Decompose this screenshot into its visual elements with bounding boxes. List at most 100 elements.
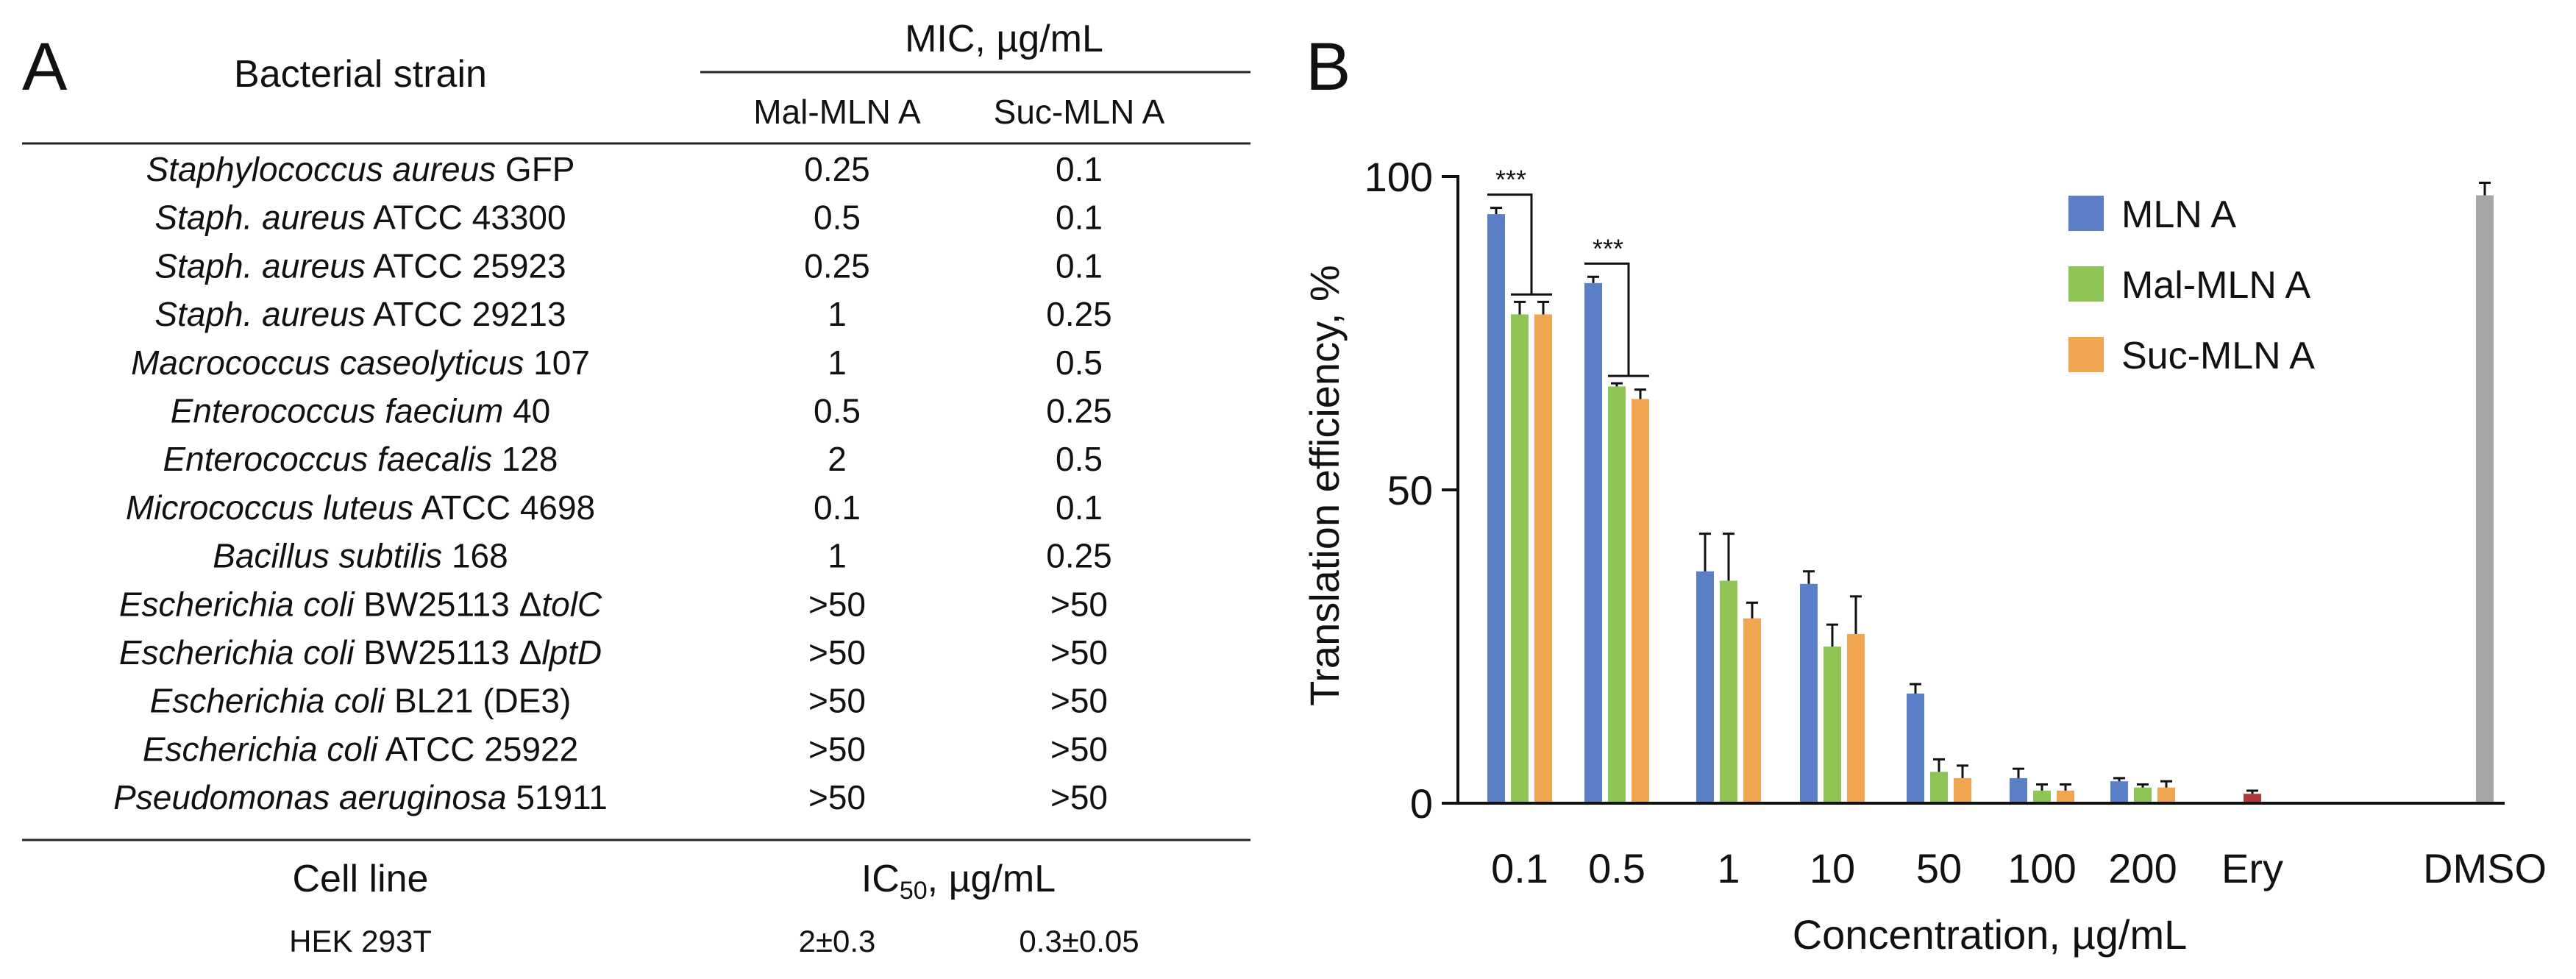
mal-mic-value: >50 <box>808 633 866 672</box>
x-tick-label: 1 <box>1717 845 1740 891</box>
strain-name-part: Enterococcus faecium <box>171 392 504 430</box>
ic50-main: IC <box>861 858 900 900</box>
mic-group-header: MIC, µg/mL <box>905 18 1103 60</box>
strain-name: Escherichia coli BW25113 ΔlptD <box>119 633 602 672</box>
strain-name-part: BW25113 Δ <box>354 633 541 672</box>
x-tick-label: 100 <box>2007 845 2076 891</box>
bar-mal-mln-a-10 <box>1824 647 1841 803</box>
bar-suc-mln-a-10 <box>1847 633 1865 803</box>
cell-line-column-header: Cell line <box>293 858 429 900</box>
suc-mln-column-header: Suc-MLN A <box>994 93 1165 131</box>
suc-mic-value: 0.25 <box>1046 537 1112 575</box>
table-row: Staphylococcus aureus GFP 0.25 0.1 <box>146 150 1103 188</box>
strain-name: Enterococcus faecalis 128 <box>163 440 558 478</box>
strain-name: Staphylococcus aureus GFP <box>146 150 575 188</box>
strain-name: Escherichia coli ATCC 25922 <box>143 730 578 768</box>
strain-name: Enterococcus faecium 40 <box>171 392 551 430</box>
y-axis-title: Translation efficiency, % <box>1301 265 1348 706</box>
strain-name-part: 107 <box>524 343 590 382</box>
mal-mln-column-header: Mal-MLN A <box>753 93 921 131</box>
strain-name: Staph. aureus ATCC 43300 <box>154 199 566 237</box>
strain-name-part: 128 <box>492 440 558 478</box>
strain-name: Bacillus subtilis 168 <box>213 537 508 575</box>
mal-ic50-value: 2±0.3 <box>799 924 876 958</box>
table-row: Staph. aureus ATCC 29213 1 0.25 <box>154 295 1111 333</box>
strain-name-part: ATCC 29213 <box>366 295 566 333</box>
mal-mic-value: 1 <box>828 537 847 575</box>
panel-a: A Bacterial strain MIC, µg/mL Mal-MLN A … <box>22 18 1250 958</box>
strain-name-part: tolC <box>541 585 602 623</box>
bar-mal-mln-a-0.1 <box>1511 314 1529 803</box>
mal-mic-value: 0.1 <box>814 488 861 527</box>
significance-label: *** <box>1495 165 1526 195</box>
significance-bracket <box>1584 262 1630 377</box>
bar-mal-mln-a-50 <box>1930 772 1948 803</box>
strain-name-part: Escherichia coli <box>119 633 355 672</box>
table-row: Micrococcus luteus ATCC 4698 0.1 0.1 <box>126 488 1103 527</box>
legend-label: MLN A <box>2121 193 2236 236</box>
strain-name-part: Macrococcus caseolyticus <box>131 343 524 382</box>
ic50-header: IC50, µg/mL <box>861 858 1056 905</box>
bar-suc-mln-a-100 <box>2057 790 2074 803</box>
bar-mal-mln-a-1 <box>1720 580 1737 803</box>
bar-mal-mln-a-0.5 <box>1608 386 1626 803</box>
x-tick-label: 0.1 <box>1491 845 1548 891</box>
mal-mic-value: 1 <box>828 343 847 382</box>
mal-mic-value: 0.25 <box>804 150 870 188</box>
strain-name-part: Enterococcus faecalis <box>163 440 492 478</box>
strain-name-part: Escherichia coli <box>150 682 386 720</box>
strain-name-part: Staph. aureus <box>154 199 365 237</box>
chart-marks: *** *** <box>1487 165 2494 804</box>
mal-mic-value: >50 <box>808 682 866 720</box>
chart-axes: 0 50 100 0.1 0.5 1 10 50 100 200 Ery DMSO <box>1365 154 2547 891</box>
strain-name-part: 168 <box>442 537 508 575</box>
table-row: Macrococcus caseolyticus 107 1 0.5 <box>131 343 1103 382</box>
strain-name: Macrococcus caseolyticus 107 <box>131 343 590 382</box>
x-tick-label: 10 <box>1810 845 1855 891</box>
bar-mln-a-1 <box>1696 571 1714 803</box>
bar-mln-a-200 <box>2110 781 2128 803</box>
strain-name-part: Micrococcus luteus <box>126 488 413 527</box>
x-tick-label: DMSO <box>2423 845 2547 891</box>
cell-rows: HEK 293T 2±0.3 0.3±0.05 <box>289 924 1139 958</box>
ic50-unit: , µg/mL <box>928 858 1056 900</box>
table-row: Pseudomonas aeruginosa 51911 >50 >50 <box>113 778 1108 816</box>
strain-name: Micrococcus luteus ATCC 4698 <box>126 488 595 527</box>
suc-mic-value: >50 <box>1050 633 1108 672</box>
legend-label: Mal-MLN A <box>2121 264 2310 307</box>
bar-suc-mln-a-0.5 <box>1632 399 1649 803</box>
y-tick-label: 0 <box>1410 780 1433 827</box>
cell-line-row: HEK 293T 2±0.3 0.3±0.05 <box>289 924 1139 958</box>
strain-name: Pseudomonas aeruginosa 51911 <box>113 778 608 816</box>
mal-mic-value: 0.5 <box>814 199 861 237</box>
legend-swatch <box>2068 266 2104 302</box>
mal-mic-value: >50 <box>808 778 866 816</box>
table-row: Escherichia coli BW25113 ΔtolC >50 >50 <box>119 585 1108 623</box>
cell-line-name: HEK 293T <box>289 924 432 958</box>
suc-ic50-value: 0.3±0.05 <box>1019 924 1139 958</box>
legend-swatch <box>2068 196 2104 231</box>
mal-mic-value: 0.25 <box>804 246 870 285</box>
table-row: Bacillus subtilis 168 1 0.25 <box>213 537 1111 575</box>
strain-name-part: Staph. aureus <box>154 295 365 333</box>
mal-mic-value: 1 <box>828 295 847 333</box>
bar-mal-mln-a-100 <box>2033 790 2051 803</box>
mal-mic-value: >50 <box>808 730 866 768</box>
bar-suc-mln-a-1 <box>1743 618 1761 803</box>
suc-mic-value: 0.5 <box>1056 440 1103 478</box>
significance-label: *** <box>1593 233 1623 263</box>
suc-mic-value: 0.25 <box>1046 392 1112 430</box>
strain-name: Escherichia coli BL21 (DE3) <box>150 682 572 720</box>
x-axis-title: Concentration, µg/mL <box>1793 911 2188 958</box>
bar-suc-mln-a-0.1 <box>1534 314 1552 803</box>
bar-mln-a-0.5 <box>1584 282 1602 804</box>
bar-mln-a-10 <box>1800 583 1818 803</box>
strain-name-part: BW25113 Δ <box>354 585 541 623</box>
bar-mln-a-100 <box>2010 777 2027 803</box>
suc-mic-value: 0.1 <box>1056 199 1103 237</box>
x-tick-label: 200 <box>2108 845 2177 891</box>
strain-name-part: 51911 <box>507 778 608 816</box>
table-row: Staph. aureus ATCC 43300 0.5 0.1 <box>154 199 1103 237</box>
